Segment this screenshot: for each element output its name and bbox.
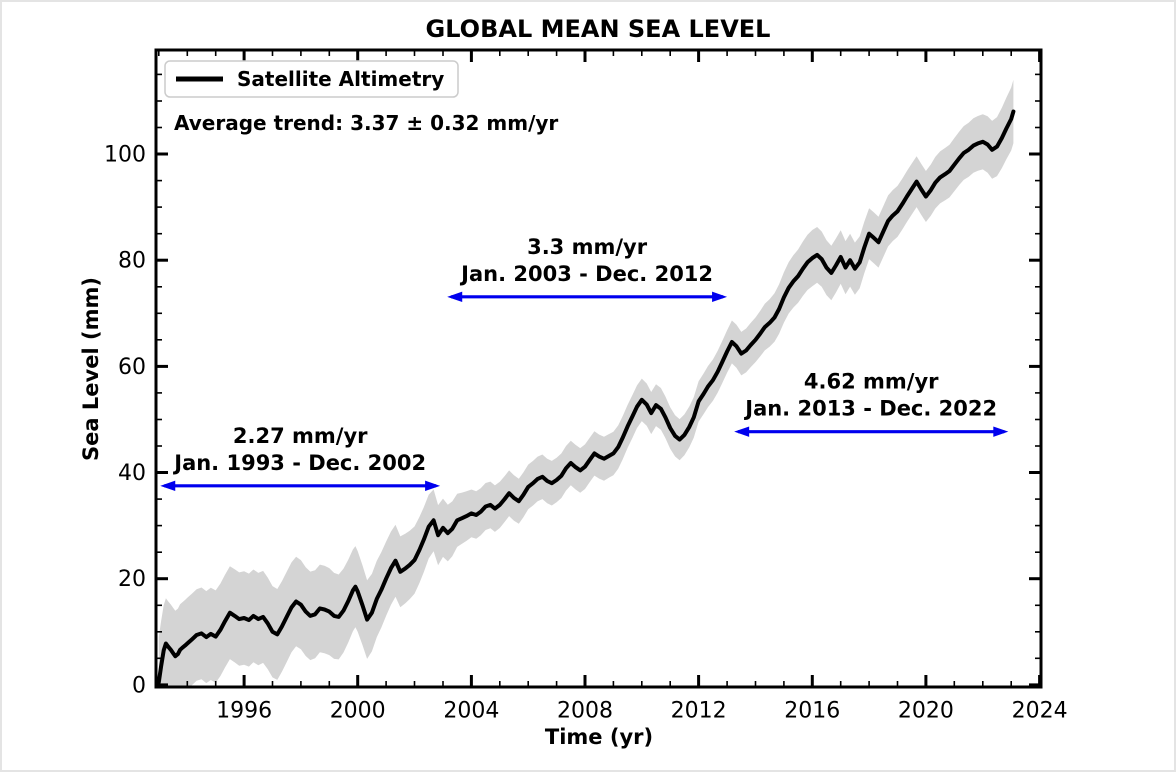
y-tick-label: 0 bbox=[132, 673, 146, 698]
satellite-altimetry-line bbox=[156, 109, 1016, 685]
x-axis-label: Time (yr) bbox=[545, 725, 653, 749]
trend-annotation-2003-2012: 3.3 mm/yr Jan. 2003 - Dec. 2012 bbox=[447, 235, 728, 303]
trend-period-label: Jan. 1993 - Dec. 2002 bbox=[172, 451, 426, 475]
trend-period-label: Jan. 2013 - Dec. 2022 bbox=[743, 397, 997, 421]
legend-label: Satellite Altimetry bbox=[237, 67, 444, 91]
x-tick-label: 2004 bbox=[443, 699, 499, 724]
arrow-head-left-icon bbox=[734, 426, 750, 437]
trend-period-label: Jan. 2003 - Dec. 2012 bbox=[459, 262, 713, 286]
legend-frame bbox=[164, 60, 459, 98]
x-tick-label: 2024 bbox=[1012, 699, 1068, 724]
x-tick-label: 2016 bbox=[784, 699, 840, 724]
x-tick-label: 2012 bbox=[671, 699, 727, 724]
average-trend-text: Average trend: 3.37 ± 0.32 mm/yr bbox=[174, 111, 558, 135]
trend-rate-label: 2.27 mm/yr bbox=[233, 424, 368, 448]
plot-spines bbox=[154, 48, 1043, 689]
y-tick-label: 100 bbox=[104, 143, 146, 168]
arrow-head-right-icon bbox=[712, 291, 728, 303]
arrow-head-right-icon bbox=[425, 480, 441, 492]
x-tick-label: 2008 bbox=[557, 699, 613, 724]
legend: Satellite Altimetry bbox=[164, 60, 459, 98]
arrow-head-right-icon bbox=[993, 426, 1009, 437]
y-tick-label: 80 bbox=[118, 249, 146, 274]
y-tick-label: 20 bbox=[118, 567, 146, 592]
y-axis-label: Sea Level (mm) bbox=[79, 277, 103, 461]
axes: 1996 2000 2004 2008 2012 2016 2020 2024 0 20 40 60 8… bbox=[104, 48, 1068, 724]
arrow-head-left-icon bbox=[447, 291, 463, 303]
trend-rate-label: 4.62 mm/yr bbox=[804, 370, 939, 394]
x-tick-label: 1996 bbox=[216, 699, 272, 724]
uncertainty-band-area bbox=[158, 79, 1014, 687]
trend-annotation-1993-2002: 2.27 mm/yr Jan. 1993 - Dec. 2002 bbox=[160, 424, 441, 492]
trend-rate-label: 3.3 mm/yr bbox=[527, 235, 648, 259]
uncertainty-band bbox=[158, 79, 1014, 687]
chart-title: GLOBAL MEAN SEA LEVEL bbox=[426, 15, 771, 43]
y-tick-label: 60 bbox=[118, 355, 146, 380]
y-tick-label: 40 bbox=[118, 461, 146, 486]
trend-annotation-2013-2022: 4.62 mm/yr Jan. 2013 - Dec. 2022 bbox=[734, 370, 1009, 437]
x-tick-label: 2020 bbox=[898, 699, 954, 724]
x-tick-label: 2000 bbox=[330, 699, 386, 724]
sea-level-line bbox=[156, 109, 1016, 685]
arrow-head-left-icon bbox=[160, 480, 176, 492]
